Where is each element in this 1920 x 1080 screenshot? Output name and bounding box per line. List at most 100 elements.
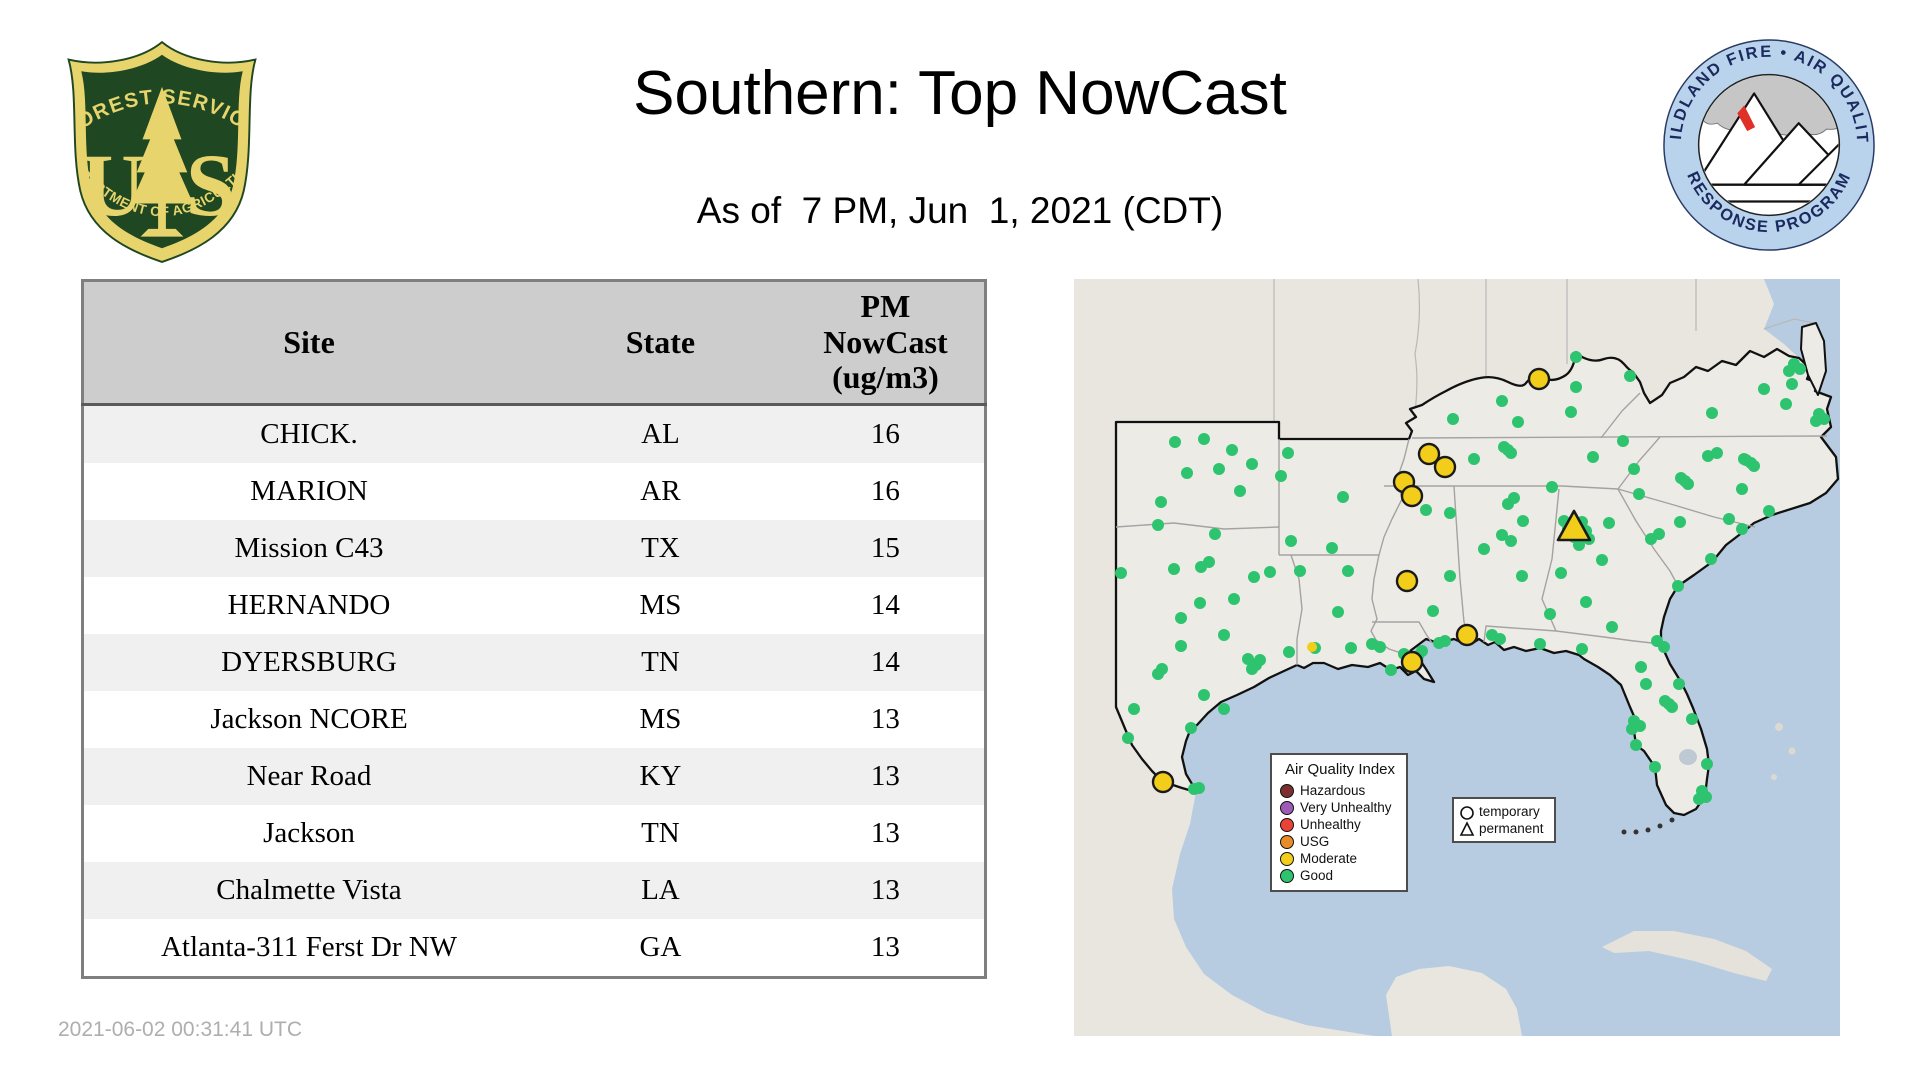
good-site-dot bbox=[1517, 515, 1529, 527]
nowcast-table: Site State PM NowCast (ug/m3) CHICK. AL 16… bbox=[81, 279, 987, 979]
wfaqrp-logo: WILDLAND FIRE • AIR QUALITY RESPONSE PRO… bbox=[1660, 36, 1875, 251]
fs-logo-letter-s: S bbox=[186, 136, 236, 235]
table-cell: TX bbox=[641, 532, 680, 564]
good-site-dot bbox=[1516, 570, 1528, 582]
aqi-legend-label: Unhealthy bbox=[1300, 817, 1361, 832]
table-cell: MARION bbox=[250, 475, 368, 507]
moderate-temporary-site-marker bbox=[1455, 623, 1479, 647]
good-site-dot bbox=[1786, 378, 1798, 390]
good-site-dot bbox=[1626, 723, 1638, 735]
good-site-dot bbox=[1282, 447, 1294, 459]
delmarva bbox=[1800, 322, 1827, 396]
table-row: MARION AR 16 bbox=[82, 463, 986, 520]
aqi-legend-label: Moderate bbox=[1300, 851, 1358, 866]
good-site-dot bbox=[1332, 606, 1344, 618]
good-site-dot bbox=[1447, 413, 1459, 425]
good-site-dot bbox=[1570, 351, 1582, 363]
good-site-dot bbox=[1156, 663, 1168, 675]
good-site-dot bbox=[1152, 519, 1164, 531]
good-site-dot bbox=[1658, 641, 1670, 653]
good-site-dot bbox=[1181, 467, 1193, 479]
good-site-dot bbox=[1478, 543, 1490, 555]
map-cuba bbox=[1602, 931, 1772, 981]
aqi-color-dot-icon bbox=[1280, 783, 1294, 798]
good-site-dot bbox=[1496, 529, 1508, 541]
table-row: Atlanta-311 Ferst Dr NW GA 13 bbox=[82, 919, 986, 978]
moderate-temporary-site-marker bbox=[1395, 569, 1419, 593]
good-site-dot bbox=[1534, 638, 1546, 650]
good-site-dot bbox=[1570, 381, 1582, 393]
good-site-dot bbox=[1780, 398, 1792, 410]
table-row: Mission C43 TX 15 bbox=[82, 520, 986, 577]
good-site-dot bbox=[1264, 566, 1276, 578]
good-site-dot bbox=[1544, 608, 1556, 620]
table-cell: 13 bbox=[870, 760, 900, 792]
site-markers bbox=[1115, 351, 1830, 805]
table-cell: 14 bbox=[870, 589, 900, 621]
table-cell: Atlanta-311 Ferst Dr NW bbox=[160, 931, 458, 963]
good-site-dot bbox=[1630, 739, 1642, 751]
florida-keys bbox=[1621, 817, 1675, 835]
good-site-dot bbox=[1294, 565, 1306, 577]
aqi-legend-item: Moderate bbox=[1280, 851, 1400, 866]
aqi-legend-item: Very Unhealthy bbox=[1280, 800, 1400, 815]
good-site-dot bbox=[1194, 597, 1206, 609]
good-site-dot bbox=[1628, 463, 1640, 475]
good-site-dot bbox=[1185, 722, 1197, 734]
table-row: DYERSBURG TN 14 bbox=[82, 634, 986, 691]
good-site-dot bbox=[1640, 678, 1652, 690]
good-site-dot bbox=[1326, 542, 1338, 554]
page-subtitle: As of 7 PM, Jun 1, 2021 (CDT) bbox=[696, 190, 1224, 231]
good-site-dot bbox=[1218, 629, 1230, 641]
table-cell: Near Road bbox=[246, 760, 372, 792]
bahamas bbox=[1771, 723, 1796, 780]
aqi-color-dot-icon bbox=[1280, 817, 1294, 832]
good-site-dot bbox=[1674, 516, 1686, 528]
good-site-dot bbox=[1218, 703, 1230, 715]
table-header-row: Site State PM NowCast (ug/m3) bbox=[82, 280, 986, 406]
good-site-dot bbox=[1546, 481, 1558, 493]
table-cell: TN bbox=[641, 646, 680, 678]
aqi-color-dot-icon bbox=[1280, 868, 1294, 883]
good-site-dot bbox=[1496, 395, 1508, 407]
moderate-temporary-site-marker bbox=[1400, 650, 1424, 674]
aqi-color-dot-icon bbox=[1280, 800, 1294, 815]
map-yucatan bbox=[1386, 966, 1522, 1036]
pine-tree-icon bbox=[130, 86, 194, 237]
good-site-dot bbox=[1209, 528, 1221, 540]
table-row: Jackson TN 13 bbox=[82, 805, 986, 862]
table-row: Chalmette Vista LA 13 bbox=[82, 862, 986, 919]
col-header-pm: PM NowCast (ug/m3) bbox=[786, 280, 986, 406]
table-cell: LA bbox=[641, 874, 680, 906]
good-site-dot bbox=[1345, 642, 1357, 654]
good-site-dot bbox=[1705, 553, 1717, 565]
good-site-dot bbox=[1228, 593, 1240, 605]
good-site-dot bbox=[1175, 612, 1187, 624]
aqi-legend-title: Air Quality Index bbox=[1284, 761, 1396, 778]
moderate-temporary-site-marker bbox=[1527, 367, 1551, 391]
good-site-dot bbox=[1706, 407, 1718, 419]
aqi-legend-item: Unhealthy bbox=[1280, 817, 1400, 832]
moderate-temporary-site-marker bbox=[1400, 484, 1424, 508]
good-site-dot bbox=[1738, 453, 1750, 465]
good-site-dot bbox=[1248, 571, 1260, 583]
good-site-dot bbox=[1555, 567, 1567, 579]
good-site-dot bbox=[1723, 513, 1735, 525]
good-site-dot bbox=[1193, 782, 1205, 794]
table-cell: 16 bbox=[870, 418, 900, 450]
good-site-dot bbox=[1758, 383, 1770, 395]
good-site-dot bbox=[1748, 460, 1760, 472]
marker-type-legend: temporary permanent bbox=[1452, 797, 1556, 843]
good-site-dot bbox=[1444, 570, 1456, 582]
good-site-dot bbox=[1633, 488, 1645, 500]
table-cell: 13 bbox=[870, 703, 900, 735]
col-header-state: State bbox=[534, 280, 787, 406]
good-site-dot bbox=[1168, 563, 1180, 575]
table-cell: MS bbox=[639, 703, 682, 735]
good-site-dot bbox=[1420, 504, 1432, 516]
good-site-dot bbox=[1649, 761, 1661, 773]
moderate-site-dot bbox=[1307, 642, 1317, 652]
table-cell: 16 bbox=[870, 475, 900, 507]
table-cell: 13 bbox=[870, 874, 900, 906]
